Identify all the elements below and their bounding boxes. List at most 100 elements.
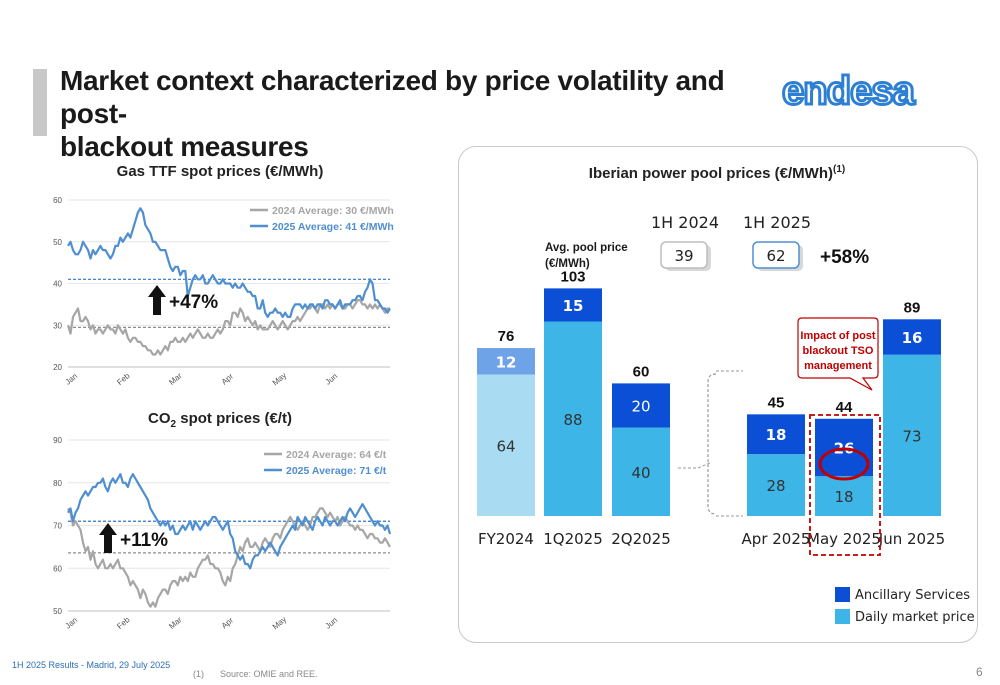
pool-legend-label: Ancillary Services (855, 588, 970, 603)
bar-category-label: 1Q2025 (543, 530, 603, 548)
co2-change-annotation: +11% (120, 530, 168, 551)
gas-xtick-label: Apr (220, 371, 236, 386)
bar-daily-market-price (477, 374, 535, 516)
co2-legend-label: 2025 Average: 71 €/t (286, 465, 387, 477)
zoom-bracket-left (707, 373, 717, 515)
co2-title-suffix: spot prices (€/t) (176, 410, 292, 427)
bar-daily-value-label: 64 (496, 437, 515, 455)
bar-ancillary-services (612, 383, 670, 428)
pool-legend-swatch (835, 609, 850, 624)
footnote-number: (1) (193, 669, 204, 679)
co2-up-arrow-icon (99, 523, 117, 553)
bar-ancillary-services (747, 414, 805, 455)
bar-total-label: 60 (633, 363, 650, 380)
avg-pool-label: Avg. pool price (545, 242, 628, 254)
bar-ancillary-value-label: 18 (766, 426, 787, 444)
gas-ytick-label: 40 (53, 280, 62, 289)
co2-xtick-label: Mar (167, 615, 184, 631)
co2-title-prefix: CO (148, 410, 171, 427)
bar-daily-market-price (544, 321, 602, 516)
endesa-logo: endesa (782, 70, 918, 112)
may-highlight-box (809, 414, 881, 556)
gas-xtick-label: Feb (115, 371, 132, 387)
bar-total-label: 76 (498, 328, 515, 345)
co2-chart: 50 60 70 80 90 Jan Feb Mar Apr May Jun 2024 Average… (53, 436, 392, 631)
avg-pool-value: 62 (766, 247, 785, 265)
bar-category-label: 2Q2025 (611, 530, 671, 548)
bar-daily-value-label: 18 (834, 488, 853, 506)
bar-total-label: 45 (768, 394, 785, 411)
may-ancillary-circle (818, 447, 870, 481)
gas-ytick-label: 20 (53, 363, 62, 372)
footnote-text: Source: OMIE and REE. (220, 669, 318, 679)
callout-text-line-2: blackout TSO (803, 345, 874, 357)
bar-total-label: 89 (904, 299, 921, 316)
bar-category-label: May 2025 (807, 530, 881, 548)
gas-ytick-label: 50 (53, 238, 62, 247)
gas-xtick-label: May (271, 371, 288, 388)
bar-total-label: 44 (836, 399, 853, 416)
gas-legend-label: 2025 Average: 41 €/MWh (272, 221, 394, 233)
co2-ytick-label: 60 (53, 564, 62, 573)
callout-text-line-1: Impact of post (800, 330, 876, 342)
bar-ancillary-services (544, 288, 602, 322)
avg-pool-period-label: 1H 2025 (743, 213, 811, 232)
co2-xtick-label: Jun (324, 615, 340, 630)
pool-legend-swatch (835, 587, 850, 602)
bar-daily-market-price (747, 454, 805, 516)
page-title-line-1: Market context characterized by price vo… (60, 65, 725, 129)
gas-legend-label: 2024 Average: 30 €/MWh (272, 205, 394, 217)
bar-ancillary-services (477, 348, 535, 375)
co2-xtick-label: Jan (64, 615, 80, 630)
avg-pool-value: 39 (674, 247, 693, 265)
avg-pool-label-unit: (€/MWh) (545, 258, 590, 270)
title-accent-bar (33, 69, 47, 136)
bar-ancillary-value-label: 12 (496, 353, 517, 371)
co2-xtick-label: Feb (115, 615, 132, 631)
bar-ancillary-services (883, 319, 941, 355)
bar-ancillary-value-label: 15 (563, 297, 584, 315)
bar-daily-market-price (612, 427, 670, 516)
co2-chart-title: CO2 spot prices (€/t) (60, 410, 380, 430)
page-title: Market context characterized by price vo… (60, 64, 760, 163)
bar-daily-value-label: 88 (563, 411, 582, 429)
logo-text: endesa (782, 70, 916, 112)
gas-xtick-label: Jun (324, 371, 340, 386)
gas-xtick-label: Mar (167, 371, 184, 387)
bar-category-label: Apr 2025 (742, 530, 811, 548)
bar-total-label: 103 (560, 268, 585, 285)
gas-up-arrow-icon (148, 285, 166, 315)
pool-legend-label: Daily market price (855, 610, 975, 625)
footer-source: (1) Source: OMIE and REE. (193, 669, 334, 679)
bar-daily-value-label: 73 (902, 427, 921, 445)
co2-legend-label: 2024 Average: 64 €/t (286, 449, 387, 461)
callout-bubble (797, 317, 879, 391)
co2-ytick-label: 90 (53, 436, 62, 445)
co2-ytick-label: 50 (53, 607, 62, 616)
bar-daily-market-price (883, 354, 941, 516)
co2-series-line-1 (67, 507, 391, 608)
gas-series-line-2 (67, 207, 391, 319)
bar-daily-value-label: 28 (766, 477, 785, 495)
callout-text-line-3: management (804, 360, 872, 372)
co2-xtick-label: Apr (220, 615, 236, 630)
bar-ancillary-value-label: 20 (631, 398, 650, 416)
bar-daily-value-label: 40 (631, 464, 650, 482)
zoom-connector-line (678, 461, 713, 469)
footer-event: 1H 2025 Results - Madrid, 29 July 2025 (12, 660, 171, 670)
co2-title-subscript: 2 (170, 419, 177, 430)
gas-chart-title: Gas TTF spot prices (€/MWh) (116, 163, 324, 180)
bar-ancillary-services (815, 418, 873, 477)
co2-ytick-label: 70 (53, 522, 62, 531)
pool-change-percent: +58% (820, 247, 869, 268)
page-number: 6 (976, 665, 983, 679)
gas-change-annotation: +47% (169, 292, 218, 313)
gas-ytick-label: 30 (53, 321, 62, 330)
gas-ttf-chart: 20 30 40 50 60 Jan Feb Mar Apr May Jun 2024 Average… (53, 196, 394, 388)
gas-ytick-label: 60 (53, 196, 62, 205)
avg-pool-period-label: 1H 2024 (651, 213, 719, 232)
avg-pool-value-box (660, 241, 708, 269)
co2-series-line-2 (67, 473, 392, 570)
bar-category-label: FY2024 (478, 530, 534, 548)
iberian-pool-chart: Iberian power pool prices (€/MWh)(1) Avg.… (477, 164, 975, 625)
